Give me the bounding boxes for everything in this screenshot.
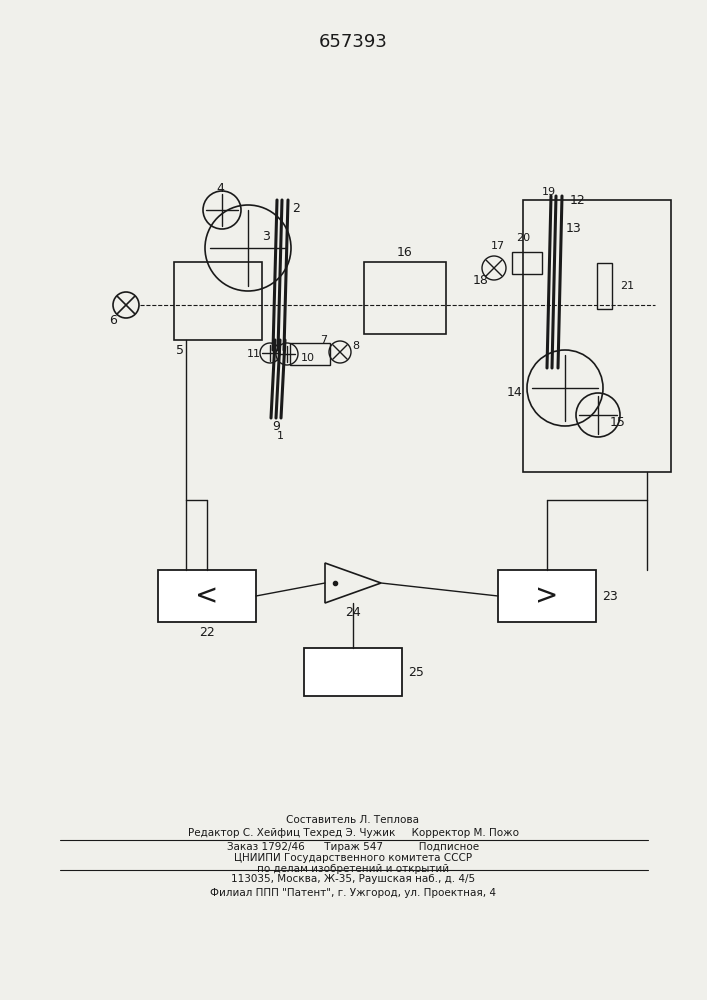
Bar [523,200,671,472]
Bar [498,570,596,622]
Text: 14: 14 [507,386,523,399]
Text: 19: 19 [542,187,556,197]
Bar [174,262,262,340]
Text: >: > [535,582,559,610]
Text: 12: 12 [570,194,586,207]
Text: <: < [195,582,218,610]
Text: Филиал ППП "Патент", г. Ужгород, ул. Проектная, 4: Филиал ППП "Патент", г. Ужгород, ул. Про… [210,888,496,898]
Text: 7: 7 [320,335,327,345]
Text: 113035, Москва, Ж-35, Раушская наб., д. 4/5: 113035, Москва, Ж-35, Раушская наб., д. … [231,874,475,884]
Text: 2: 2 [292,202,300,215]
Text: 8: 8 [352,341,359,351]
Text: ЦНИИПИ Государственного комитета СССР: ЦНИИПИ Государственного комитета СССР [234,853,472,863]
Text: 4: 4 [216,182,224,194]
Text: 3: 3 [262,230,270,242]
Text: 21: 21 [620,281,634,291]
Text: 1: 1 [276,431,284,441]
Text: по делам изобретений и открытий: по делам изобретений и открытий [257,864,449,874]
Text: 24: 24 [345,606,361,619]
Text: 25: 25 [408,666,424,678]
Bar [290,343,330,365]
Bar [597,263,612,309]
Text: 13: 13 [566,222,582,234]
Bar [364,262,446,334]
Text: 657393: 657393 [319,33,387,51]
Text: 18: 18 [473,273,489,286]
Text: 20: 20 [516,233,530,243]
Text: 23: 23 [602,589,618,602]
Bar [304,648,402,696]
Text: 16: 16 [397,245,413,258]
Bar [512,252,542,274]
Text: Редактор С. Хейфиц Техред Э. Чужик     Корректор М. Пожо: Редактор С. Хейфиц Техред Э. Чужик Корре… [187,828,518,838]
Text: 22: 22 [199,626,215,639]
Text: 10: 10 [301,353,315,363]
Text: Составитель Л. Теплова: Составитель Л. Теплова [286,815,419,825]
Text: 9: 9 [272,420,280,432]
Text: 17: 17 [491,241,505,251]
Text: Заказ 1792/46      Тираж 547           Подписное: Заказ 1792/46 Тираж 547 Подписное [227,842,479,852]
Text: 6: 6 [109,314,117,326]
Text: 11: 11 [247,349,261,359]
Text: 15: 15 [610,416,626,430]
Bar [158,570,256,622]
Text: 5: 5 [176,344,184,357]
